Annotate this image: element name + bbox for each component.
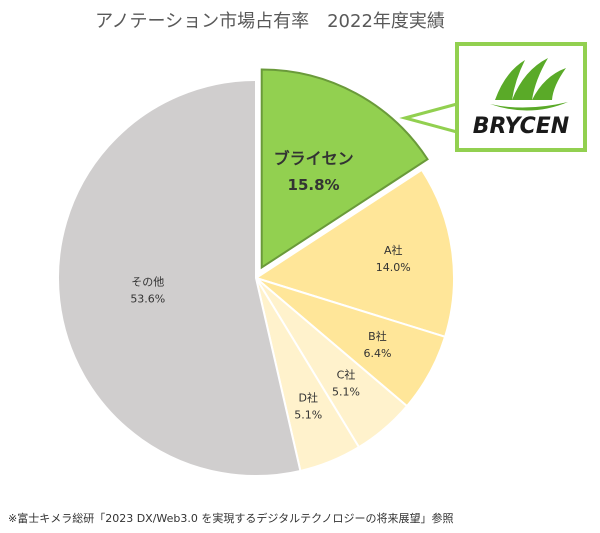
logo-callout: BRYCEN xyxy=(399,42,587,152)
slice-label: ブライセン xyxy=(274,149,354,168)
logo-sail xyxy=(532,68,566,100)
value-label: 5.1% xyxy=(294,408,322,421)
slice-label: A社 xyxy=(384,243,403,257)
slice-label: B社 xyxy=(368,329,387,343)
footnote: ※富士キメラ総研「2023 DX/Web3.0 を実現するデジタルテクノロジーの… xyxy=(8,511,454,525)
value-label: 6.4% xyxy=(363,347,391,360)
slice-label: C社 xyxy=(337,367,356,381)
pie: ブライセン 15.8% A社 14.0% B社 6.4% C社 5.1% D社 5.1% その他 53… xyxy=(57,68,455,477)
logo-wave xyxy=(490,102,568,111)
slice-label: D社 xyxy=(298,390,317,404)
logo-sail xyxy=(512,58,548,100)
value-label: 14.0% xyxy=(376,261,411,274)
chart-title: アノテーション市場占有率 2022年度実績 xyxy=(95,11,445,32)
pie-slice xyxy=(260,68,429,270)
value-label: 15.8% xyxy=(288,176,340,194)
value-label: 53.6% xyxy=(130,292,165,305)
pie-slice xyxy=(57,78,302,477)
callout-gap xyxy=(459,70,465,110)
value-label: 5.1% xyxy=(332,385,360,398)
logo-text: BRYCEN xyxy=(473,114,569,139)
slice-label: その他 xyxy=(131,275,164,288)
pie-slice xyxy=(253,168,455,339)
callout-pointer xyxy=(399,102,459,134)
logo-sail xyxy=(495,60,525,100)
